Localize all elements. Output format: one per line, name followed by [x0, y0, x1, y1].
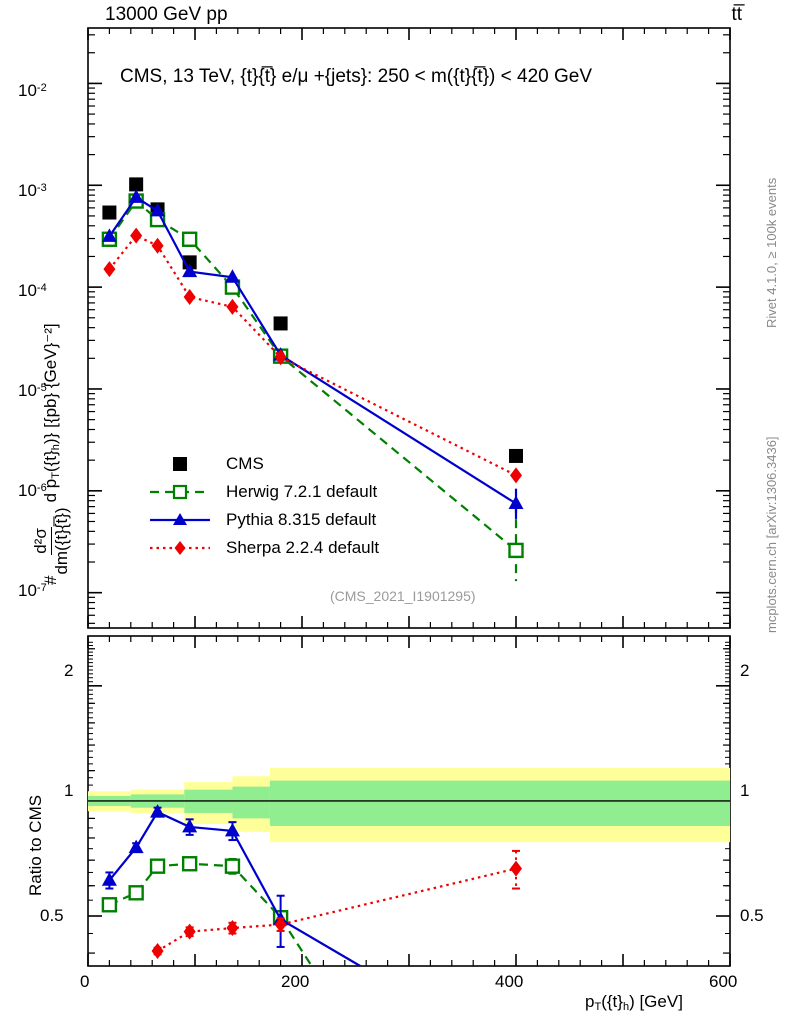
legend-item-sherpa[interactable]: Sherpa 2.2.4 default: [148, 534, 379, 562]
ratio-tick-label-0.5-left: 0.5: [40, 906, 64, 925]
point-pythia: [101, 228, 117, 242]
ratio-inner-band: [269, 780, 730, 826]
legend-item-cms[interactable]: CMS: [148, 450, 379, 478]
point-sherpa: [103, 261, 116, 278]
y-tick-label-1e-2: 10-2: [18, 81, 47, 100]
point-herwig: [181, 231, 198, 247]
ratio-point-pythia: [150, 804, 166, 818]
ratio-point-herwig: [101, 897, 118, 913]
legend: CMS Herwig 7.2.1 default Pythia 8.315 defa…: [148, 450, 379, 562]
point-sherpa: [226, 298, 239, 315]
ratio-point-sherpa: [183, 923, 196, 940]
x-tick-label-200: 200: [281, 972, 310, 991]
ratio-point-sherpa: [151, 942, 164, 959]
point-sherpa: [151, 237, 164, 254]
ratio-inner-band: [232, 786, 270, 819]
ratio-point-pythia: [182, 818, 198, 833]
legend-marker: [173, 457, 187, 471]
ratio-tick-label-1-left: 1: [64, 781, 74, 800]
point-sherpa: [274, 349, 287, 366]
ratio-point-pythia: [101, 872, 117, 886]
ratio-point-sherpa: [226, 920, 239, 937]
ratio-point-herwig: [224, 858, 241, 874]
legend-swatch-herwig: [150, 484, 210, 500]
point-cms: [509, 448, 523, 463]
beam-energy-label: 13000 GeV pp: [105, 4, 228, 25]
legend-swatch-sherpa: [150, 541, 210, 555]
legend-label: Herwig 7.2.1 default: [226, 482, 378, 501]
point-sherpa: [510, 467, 522, 484]
ratio-tick-label-2-right: 2: [740, 661, 750, 680]
ratio-line-sherpa: [156, 867, 517, 952]
point-pythia: [182, 263, 198, 278]
ratio-point-herwig: [149, 858, 166, 874]
legend-swatch-pythia: [150, 513, 210, 525]
ratio-tick-label-0.5-right: 0.5: [740, 906, 764, 925]
process-label: tt̅: [731, 4, 742, 25]
x-tick-label-0: 0: [80, 972, 90, 991]
series-line-sherpa: [108, 234, 517, 477]
legend-item-pythia[interactable]: Pythia 8.315 default: [148, 506, 379, 534]
point-sherpa: [130, 227, 143, 244]
ratio-tick-label-2-left: 2: [64, 661, 74, 680]
ratio-point-herwig: [128, 885, 144, 901]
y-tick-label-1e-6: 10-6: [18, 481, 47, 500]
y-tick-label-1e-4: 10-4: [18, 281, 47, 300]
point-pythia: [150, 202, 166, 217]
y-tick-label-1e-5: 10-5: [18, 381, 47, 400]
point-sherpa: [183, 288, 196, 305]
x-axis-label: pT({t}h) [GeV]: [585, 992, 683, 1013]
ratio-axis-label: Ratio to CMS: [26, 794, 45, 896]
legend-label: Sherpa 2.2.4 default: [226, 538, 380, 557]
legend-label: CMS: [226, 454, 264, 473]
x-tick-label-600: 600: [709, 972, 738, 991]
plot-title: CMS, 13 TeV, {t}{t̅} e/μ +{jets}: 250 < …: [120, 66, 593, 87]
point-pythia: [128, 189, 144, 203]
ratio-point-pythia: [128, 839, 144, 854]
point-pythia: [508, 495, 524, 510]
ratio-point-herwig: [181, 856, 198, 872]
legend-item-herwig[interactable]: Herwig 7.2.1 default: [148, 478, 379, 506]
legend-marker: [173, 513, 187, 525]
dataset-watermark: (CMS_2021_I1901295): [330, 588, 476, 604]
point-pythia: [224, 269, 240, 283]
y-tick-label-1e-3: 10-3: [18, 181, 47, 200]
point-cms: [102, 205, 117, 220]
x-tick-label-400: 400: [495, 972, 524, 991]
legend-label: Pythia 8.315 default: [226, 510, 377, 529]
point-cms: [273, 316, 288, 331]
ratio-tick-label-1-right: 1: [740, 781, 750, 800]
legend-marker: [174, 541, 186, 555]
point-cms: [129, 177, 144, 192]
ratio-point-sherpa: [510, 860, 522, 877]
point-herwig: [508, 542, 524, 559]
y-tick-label-1e-7: 10-7: [18, 581, 47, 600]
legend-marker: [172, 484, 188, 500]
legend-swatch-cms: [173, 457, 187, 471]
ratio-point-sherpa: [274, 916, 287, 933]
ratio-point-pythia: [224, 822, 240, 837]
